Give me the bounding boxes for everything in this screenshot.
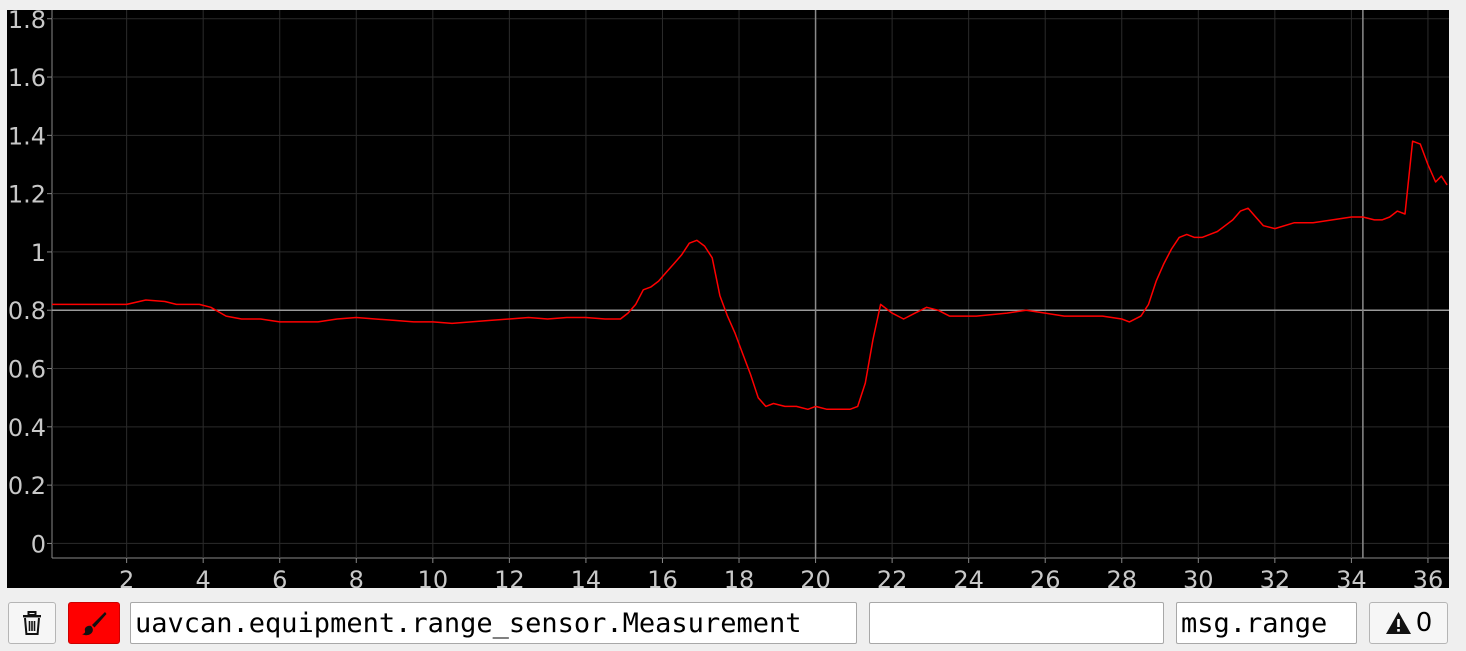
x-tick-label: 2	[119, 566, 134, 588]
y-tick-label: 0.8	[8, 297, 46, 325]
y-tick-label: 1	[31, 239, 46, 267]
x-tick-label: 16	[647, 566, 678, 588]
plot-area[interactable]: 0 0.2 0.4 0.6 0.8 1 1.2 1.4 1.6 1.8 2 4 6 8 10 12 14 16 18…	[7, 10, 1449, 588]
series-toolbar: 0	[0, 598, 1466, 651]
x-tick-label: 28	[1106, 566, 1137, 588]
x-tick-label: 18	[724, 566, 755, 588]
y-tick-label: 1.2	[8, 181, 46, 209]
x-tick-label: 22	[877, 566, 908, 588]
trash-icon	[21, 611, 43, 635]
y-tick-label: 1.6	[8, 64, 46, 92]
warning-icon	[1385, 611, 1412, 635]
plot-svg: 00.20.40.60.811.21.41.61.82 4 6 8 10 12 14 16 18…	[7, 10, 1449, 588]
filter-input[interactable]	[869, 602, 1164, 644]
x-tick-label: 12	[494, 566, 525, 588]
message-type-input[interactable]	[130, 602, 857, 644]
series-line	[52, 141, 1447, 409]
field-expression-input[interactable]	[1176, 602, 1357, 644]
x-tick-label: 6	[272, 566, 287, 588]
y-tick-label: 1.8	[8, 10, 46, 34]
warnings-button[interactable]: 0	[1369, 602, 1448, 644]
x-tick-label: 30	[1183, 566, 1214, 588]
y-tick-label: 0.2	[8, 472, 46, 500]
x-tick-label: 24	[953, 566, 984, 588]
y-tick-label: 0	[31, 530, 46, 558]
x-tick-label: 34	[1336, 566, 1367, 588]
x-tick-label: 4	[196, 566, 211, 588]
y-tick-label: 0.4	[8, 414, 46, 442]
x-tick-label: 26	[1030, 566, 1061, 588]
brush-icon	[81, 610, 107, 636]
warning-count: 0	[1416, 608, 1433, 638]
delete-series-button[interactable]	[8, 602, 56, 644]
x-tick-label: 10	[418, 566, 449, 588]
series-color-button[interactable]	[68, 602, 120, 644]
x-tick-label: 32	[1260, 566, 1291, 588]
x-tick-label: 14	[571, 566, 602, 588]
y-tick-label: 0.6	[8, 356, 46, 384]
x-tick-label: 8	[349, 566, 364, 588]
x-tick-label: 20	[800, 566, 831, 588]
x-tick-label: 36	[1413, 566, 1444, 588]
y-tick-label: 1.4	[8, 122, 46, 150]
